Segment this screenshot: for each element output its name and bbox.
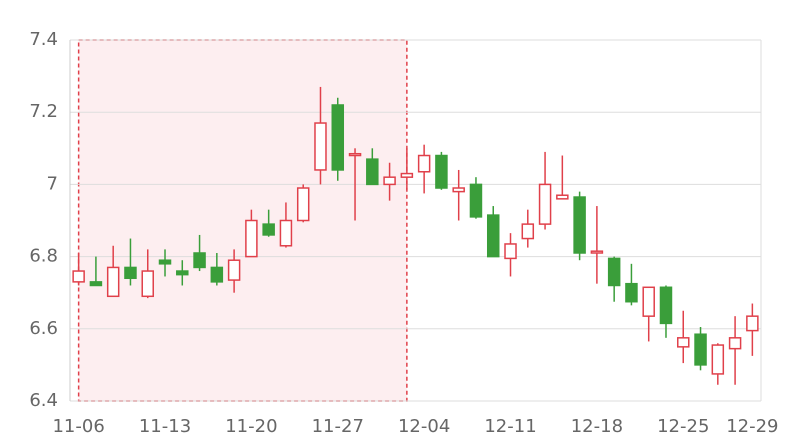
candle-body: [400, 172, 414, 178]
y-tick-label: 6.6: [29, 318, 58, 339]
x-tick-label: 12-18: [571, 416, 623, 437]
candle-body: [176, 270, 189, 276]
y-tick-label: 6.8: [29, 246, 58, 267]
candle-body: [642, 286, 655, 317]
candle-body: [296, 187, 310, 222]
candle-body: [331, 104, 345, 171]
candle-body: [435, 154, 448, 189]
candle-body: [314, 122, 327, 171]
x-tick-label: 12-11: [484, 416, 536, 437]
candle-body: [573, 196, 586, 254]
candle-body: [366, 158, 379, 186]
y-tick-label: 7.4: [29, 29, 58, 50]
candle-body: [746, 315, 759, 332]
candle-body: [72, 270, 85, 283]
candle-body: [607, 257, 621, 287]
candle-body: [124, 266, 137, 280]
candle-body: [210, 266, 224, 283]
candle-body: [538, 183, 552, 225]
x-tick-label: 12-04: [398, 416, 450, 437]
candle-body: [711, 344, 725, 375]
x-tick-label: 11-20: [225, 416, 277, 437]
candle-body: [625, 282, 638, 303]
candle-body: [141, 270, 154, 298]
y-tick-label: 7: [47, 173, 58, 194]
candle-body: [417, 154, 431, 173]
candle-body: [504, 243, 517, 260]
y-tick-label: 7.2: [29, 101, 58, 122]
y-tick-label: 6.4: [29, 390, 58, 411]
candle-body: [556, 194, 569, 200]
candle-body: [728, 337, 742, 350]
candle-body: [279, 219, 293, 247]
candle-body: [677, 337, 690, 348]
candle-body: [383, 176, 396, 186]
candle-body: [227, 259, 241, 281]
candle-body: [89, 281, 103, 287]
x-tick-label: 12-25: [657, 416, 709, 437]
candle-body: [659, 286, 673, 325]
x-tick-label: 11-27: [312, 416, 364, 437]
candle-body: [158, 259, 172, 265]
x-tick-label: 11-13: [139, 416, 191, 437]
x-tick-label: 11-06: [52, 416, 104, 437]
candle-body: [452, 187, 465, 193]
candle-body: [245, 219, 258, 258]
candle-body: [694, 333, 707, 366]
x-tick-label: 12-29: [726, 416, 778, 437]
candle-body: [469, 183, 483, 218]
candle-body: [193, 252, 206, 269]
candle-body: [486, 214, 500, 258]
candle-body: [348, 152, 362, 157]
candle-body: [590, 250, 604, 254]
highlight-region: [77, 39, 408, 402]
candle-body: [521, 223, 535, 240]
candle-body: [106, 266, 120, 298]
candle-body: [262, 223, 275, 236]
